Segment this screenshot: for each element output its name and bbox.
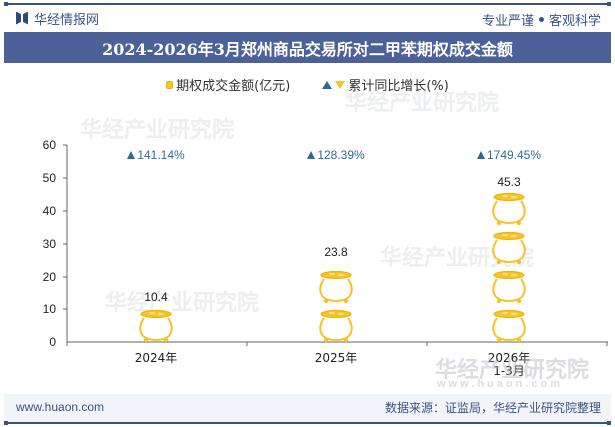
footer-source: 数据来源：证监局，华经产业研究院整理 bbox=[384, 401, 601, 415]
growth-label-2025: 128.39% bbox=[286, 148, 386, 162]
y-tick: 30 bbox=[42, 237, 56, 251]
pot-icon bbox=[319, 309, 353, 344]
pot-icon bbox=[139, 309, 173, 344]
watermark: 华经产业研究院 bbox=[105, 291, 260, 316]
brand-name: 华经情报网 bbox=[34, 12, 100, 28]
triangle-up-icon bbox=[322, 80, 333, 89]
value-label-2025: 23.8 bbox=[324, 245, 348, 259]
growth-label-2024: 141.14% bbox=[106, 148, 206, 162]
x-label-2024: 2024年 bbox=[134, 351, 178, 365]
legend: 期权成交金额(亿元) 累计同比增长(%) bbox=[0, 75, 615, 94]
legend-item-amount: 期权成交金额(亿元) bbox=[166, 75, 290, 94]
y-tick: 0 bbox=[49, 335, 56, 349]
pot-icon bbox=[492, 270, 526, 305]
chart-title: 2024-2026年3月郑州商品交易所对二甲苯期权成交金额 bbox=[102, 39, 513, 59]
bottom-border bbox=[4, 421, 611, 425]
footer-url: www.huaon.com bbox=[16, 400, 105, 414]
watermark-name: 华经产业研究院 bbox=[435, 358, 590, 383]
watermark: 华经产业研究院 bbox=[345, 91, 500, 116]
y-tick: 20 bbox=[42, 270, 56, 284]
slogan: 专业严谨 客观科学 bbox=[482, 10, 601, 29]
pot-icon bbox=[166, 80, 174, 89]
watermark: 华经产业研究院 bbox=[80, 118, 235, 143]
triangle-up-icon bbox=[307, 151, 316, 159]
value-label-2024: 10.4 bbox=[144, 290, 168, 304]
growth-label-2026: 1749.45% bbox=[459, 148, 559, 162]
triangle-up-icon bbox=[476, 151, 485, 159]
pot-icon bbox=[492, 192, 526, 227]
legend-label-amount: 期权成交金额(亿元) bbox=[176, 79, 291, 94]
legend-item-growth: 累计同比增长(%) bbox=[322, 75, 449, 94]
y-tick: 60 bbox=[42, 138, 56, 152]
y-tick: 50 bbox=[42, 171, 56, 185]
slogan-right: 客观科学 bbox=[548, 14, 601, 29]
triangle-up-icon bbox=[127, 151, 136, 159]
footer bbox=[4, 394, 611, 422]
y-tick: 40 bbox=[42, 204, 56, 218]
x-label-2026: 2026年 1-3月 bbox=[487, 351, 531, 378]
pot-icon bbox=[319, 270, 353, 305]
value-label-2026: 45.3 bbox=[497, 175, 521, 189]
dot-icon bbox=[538, 17, 544, 22]
growth-value: 1749.45% bbox=[486, 148, 542, 162]
x-label-2025: 2025年 bbox=[314, 351, 358, 365]
y-tick: 10 bbox=[42, 302, 56, 316]
slogan-left: 专业严谨 bbox=[481, 14, 534, 29]
growth-value: 128.39% bbox=[317, 148, 365, 162]
chart-title-bar: 2024-2026年3月郑州商品交易所对二甲苯期权成交金额 bbox=[4, 32, 611, 63]
legend-label-growth: 累计同比增长(%) bbox=[348, 79, 449, 94]
pot-icon bbox=[492, 309, 526, 344]
watermark-url: www.huaon.com bbox=[437, 378, 563, 390]
top-border bbox=[4, 2, 611, 6]
brand: 华经情报网 bbox=[16, 10, 100, 28]
growth-value: 141.14% bbox=[137, 148, 185, 162]
pot-icon bbox=[492, 231, 526, 266]
triangle-down-icon bbox=[335, 80, 346, 89]
